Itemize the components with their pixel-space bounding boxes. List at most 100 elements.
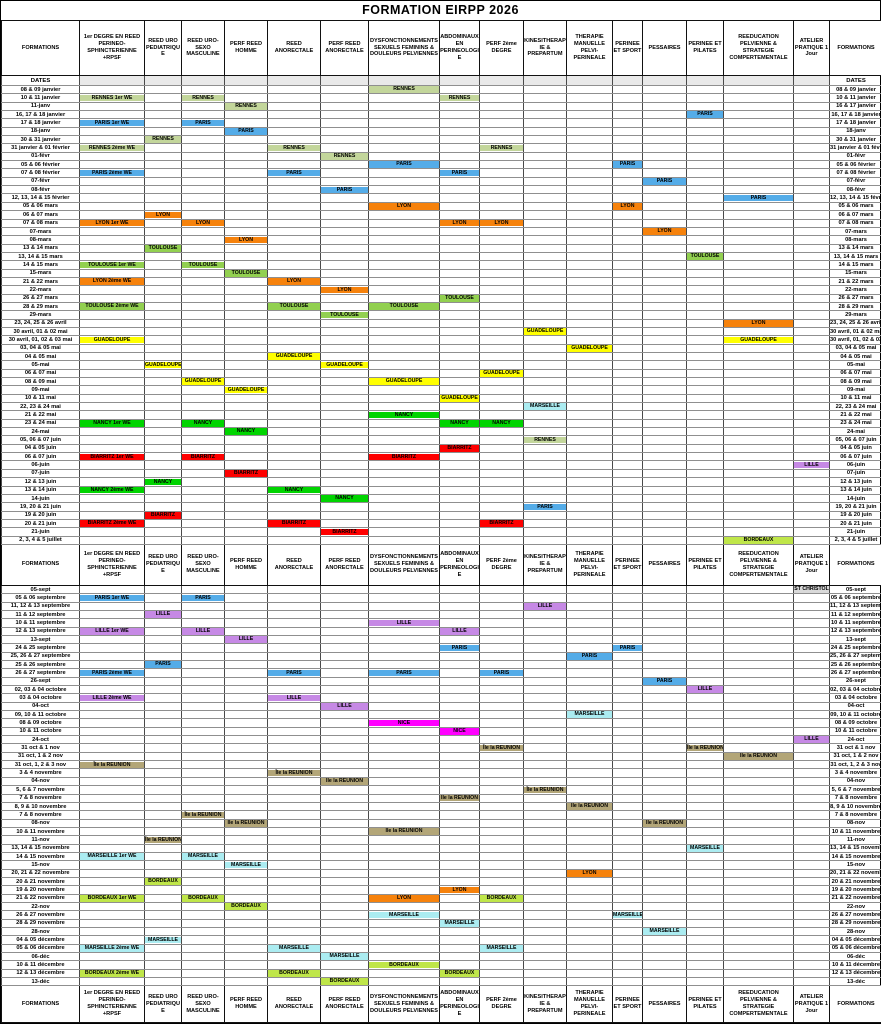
empty-cell [479, 801, 524, 812]
empty-cell [793, 710, 830, 720]
empty-cell [479, 535, 524, 545]
date-cell: 11 & 12 septembre [829, 609, 881, 620]
empty-cell [523, 968, 567, 979]
empty-cell [723, 418, 794, 429]
empty-cell [320, 868, 369, 878]
empty-cell [723, 518, 794, 529]
empty-cell [642, 701, 687, 712]
empty-cell [79, 601, 145, 611]
date-cell: 12 & 13 juin [829, 477, 881, 487]
empty-cell [368, 468, 440, 479]
empty-cell [181, 743, 225, 753]
empty-cell [686, 718, 724, 728]
empty-cell [479, 868, 524, 878]
empty-cell [723, 135, 794, 145]
empty-cell [642, 210, 687, 220]
empty-cell [267, 493, 321, 504]
empty-cell [144, 960, 182, 970]
empty-cell [320, 293, 369, 303]
empty-cell [79, 634, 145, 645]
empty-cell [612, 793, 643, 803]
empty-cell [479, 826, 524, 837]
empty-cell [793, 468, 830, 479]
event-cell: Île la REUNION [566, 801, 613, 812]
empty-cell [642, 502, 687, 512]
date-cell: 13 & 14 juin [829, 485, 881, 495]
date-cell: 10 & 11 janvier [829, 93, 881, 103]
event-cell: TOULOUSE [368, 301, 440, 312]
event-cell: MARSEILLE [267, 943, 321, 954]
empty-cell [686, 452, 724, 462]
empty-cell [612, 626, 643, 636]
empty-cell [368, 435, 440, 445]
empty-cell [439, 318, 480, 328]
empty-cell [566, 910, 613, 920]
empty-cell [523, 452, 567, 462]
empty-cell [479, 618, 524, 628]
empty-cell [368, 135, 440, 145]
empty-cell [793, 609, 830, 620]
date-cell: 04 & 05 mai [1, 351, 80, 362]
event-cell: NANCY [144, 477, 182, 487]
empty-cell [523, 126, 567, 137]
column-header-6: DYSFONCTIONNEMENTS SEXUELS FEMININS & DO… [368, 543, 440, 586]
empty-cell [793, 185, 830, 195]
empty-cell [612, 243, 643, 253]
empty-cell [723, 176, 794, 187]
empty-cell [686, 701, 724, 712]
empty-cell [612, 527, 643, 537]
empty-cell [439, 477, 480, 487]
empty-cell [144, 668, 182, 678]
event-cell: BORDEAUX [181, 893, 225, 903]
event-cell: BORDEAUX [267, 968, 321, 979]
empty-cell [224, 527, 268, 537]
date-cell: 12 & 13 décembre [829, 968, 881, 979]
event-cell: MARSEILLE [144, 935, 182, 945]
empty-cell [439, 126, 480, 137]
empty-cell [479, 510, 524, 520]
empty-cell [479, 93, 524, 103]
empty-cell [181, 310, 225, 320]
event-label: RENNES [268, 144, 320, 152]
date-cell: 25, 26 & 27 septembre [1, 651, 80, 662]
empty-cell [181, 75, 225, 86]
date-cell: 26-sept [829, 676, 881, 687]
empty-cell [566, 110, 613, 120]
empty-cell [793, 193, 830, 203]
empty-cell [224, 751, 268, 762]
empty-cell [181, 510, 225, 520]
empty-cell [723, 276, 794, 287]
date-cell: 05 & 06 décembre [1, 943, 80, 954]
empty-cell [267, 101, 321, 112]
empty-cell [566, 176, 613, 187]
empty-cell [320, 593, 369, 603]
empty-cell [320, 385, 369, 395]
empty-cell [723, 926, 794, 937]
empty-cell [479, 160, 524, 170]
date-cell: 30 & 31 janvier [829, 135, 881, 145]
date-cell: 05, 06 & 07 juin [1, 435, 80, 445]
empty-cell [267, 368, 321, 379]
empty-cell [686, 218, 724, 228]
empty-cell [368, 726, 440, 737]
empty-cell [79, 210, 145, 220]
date-cell: 06-juin [1, 460, 80, 470]
date-cell: 12 & 13 septembre [829, 626, 881, 636]
date-cell: 05-mai [1, 360, 80, 370]
empty-cell [368, 676, 440, 687]
empty-cell [368, 735, 440, 745]
empty-cell [723, 651, 794, 662]
date-cell: 06-déc [1, 952, 80, 962]
event-label: RENNES 2ème WE [80, 144, 144, 152]
event-cell: LYON [224, 235, 268, 245]
empty-cell [523, 710, 567, 720]
empty-cell [723, 676, 794, 687]
empty-cell [523, 793, 567, 803]
empty-cell [723, 760, 794, 770]
date-cell: 25 & 26 septembre [829, 659, 881, 670]
empty-cell [523, 518, 567, 529]
event-cell: GUADELOUPE [368, 377, 440, 387]
empty-cell [793, 860, 830, 870]
date-cell: 30 avril, 01, 02 & 03 mai [829, 335, 881, 345]
empty-cell [224, 477, 268, 487]
